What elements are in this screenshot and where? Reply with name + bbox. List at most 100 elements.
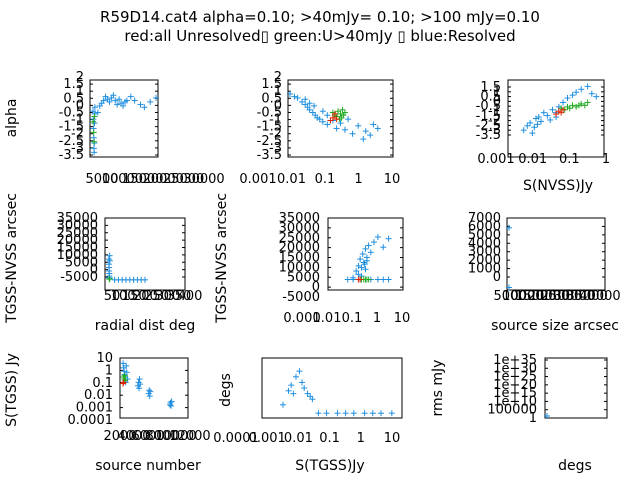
data-point-blue — [299, 379, 306, 386]
data-point-blue — [520, 127, 527, 134]
y-tick-label: 1.5 — [261, 77, 282, 92]
y-tick-label: -1.5 — [476, 109, 501, 124]
panel-p2: 21.510.50-0.5-1-1.5-2-2.5-3-3.50.001 0.01… — [239, 70, 400, 187]
data-point-blue — [120, 102, 127, 109]
data-point-blue — [323, 410, 330, 417]
data-point-blue — [306, 100, 313, 107]
data-point-blue — [578, 86, 585, 93]
data-point-blue — [123, 362, 130, 369]
data-point-blue — [106, 257, 113, 264]
data-point-blue — [361, 410, 368, 417]
data-point-blue — [292, 373, 299, 380]
data-point-green — [90, 129, 97, 136]
x-axis-label: degs — [558, 458, 592, 474]
y-tick-label: -2.5 — [257, 134, 282, 149]
y-tick-label: -0.5 — [257, 105, 282, 120]
data-point-blue — [296, 368, 303, 375]
data-point-blue — [362, 128, 369, 135]
y-tick-label: -3 — [488, 123, 501, 138]
data-point-blue — [168, 402, 175, 409]
data-point-blue — [324, 112, 331, 119]
y-tick-label: 5000 — [65, 255, 98, 270]
x-tick-label: 1 — [357, 431, 365, 446]
data-point-blue — [374, 125, 381, 132]
data-point-blue — [370, 239, 377, 246]
data-point-blue — [131, 97, 138, 104]
panel-p4: 35000300002500020000150001000050000-5000… — [4, 193, 202, 334]
data-point-blue — [357, 256, 364, 263]
data-point-blue — [114, 101, 121, 108]
data-point-blue — [350, 410, 357, 417]
y-tick-label: 1e+20 — [493, 378, 537, 393]
data-point-blue — [385, 235, 392, 242]
y-tick-label: 4000 — [468, 236, 501, 251]
data-point-blue — [535, 114, 542, 121]
data-point-blue — [538, 118, 545, 125]
data-point-blue — [110, 92, 117, 99]
x-tick-label: 10 — [394, 311, 411, 326]
x-tick-label: 0.1 — [319, 431, 340, 446]
y-tick-label: -3.5 — [59, 148, 84, 163]
data-point-blue — [374, 276, 381, 283]
data-point-blue — [91, 120, 98, 127]
data-point-blue — [100, 97, 107, 104]
data-point-blue — [309, 396, 316, 403]
data-point-blue — [168, 398, 175, 405]
plot-frame — [327, 217, 404, 291]
y-tick-label: 0.0001 — [68, 413, 114, 428]
y-axis-label: TGSS-NVSS arcsec — [214, 193, 230, 324]
y-tick-label: 0.5 — [63, 91, 84, 106]
x-tick-label: 12000 — [169, 429, 210, 444]
x-tick-label: 4000 — [117, 429, 150, 444]
data-point-blue — [91, 149, 98, 156]
data-point-blue — [350, 276, 357, 283]
data-point-blue — [353, 268, 360, 274]
data-point-blue — [532, 115, 539, 122]
y-tick-label: 1000 — [468, 262, 501, 277]
data-point-blue — [141, 104, 148, 111]
y-tick-label: 35000 — [279, 211, 320, 226]
plot-frame — [119, 357, 189, 419]
data-point-green — [106, 276, 113, 283]
data-point-blue — [367, 249, 374, 256]
y-tick-label: 1e+30 — [493, 361, 537, 376]
y-tick-label: 0 — [493, 270, 501, 285]
data-point-blue — [529, 130, 536, 137]
x-tick-label: 0.01 — [277, 172, 306, 187]
y-tick-label: 0.1 — [92, 376, 113, 391]
figure-title-line2: red:all Unresolved▯ green:U>40mJy ▯ blue… — [124, 27, 515, 45]
x-axis-label: source size arcsec — [491, 318, 619, 334]
data-point-blue — [91, 104, 98, 111]
x-tick-label: 0.1 — [342, 311, 363, 326]
y-tick-label: -1.5 — [257, 120, 282, 135]
x-tick-label: 6000 — [131, 429, 164, 444]
x-tick-label: 25000 — [163, 172, 204, 187]
x-tick-label: 300 — [155, 289, 180, 304]
y-tick-label: -2.5 — [59, 134, 84, 149]
y-tick-label: 3000 — [468, 245, 501, 260]
data-point-blue — [506, 284, 512, 291]
y-tick-label: 1 — [274, 84, 282, 99]
data-point-blue — [380, 276, 387, 283]
data-point-green — [91, 138, 98, 145]
y-tick-label: 5000 — [468, 228, 501, 243]
y-tick-label: 15000 — [57, 241, 98, 256]
data-point-blue — [136, 376, 143, 383]
data-point-blue — [573, 89, 580, 96]
figure-title-line1: R59D14.cat4 alpha=0.10; >40mJy= 0.10; >1… — [100, 8, 540, 26]
y-tick-label: 1e+35 — [493, 353, 537, 368]
x-tick-label: 40000 — [579, 289, 620, 304]
x-tick-label: 50 — [104, 289, 121, 304]
data-point-green — [578, 100, 585, 107]
y-tick-label: 100000 — [487, 403, 537, 418]
y-tick-label: 1.5 — [63, 77, 84, 92]
y-tick-label: 0 — [90, 263, 98, 278]
plot-frame — [287, 79, 394, 158]
y-tick-label: 10000 — [57, 248, 98, 263]
x-tick-label: 35000 — [566, 289, 607, 304]
data-point-blue — [299, 98, 306, 105]
data-point-blue — [369, 410, 376, 417]
y-tick-label: 0 — [312, 280, 320, 295]
y-tick-label: 0 — [274, 98, 282, 113]
